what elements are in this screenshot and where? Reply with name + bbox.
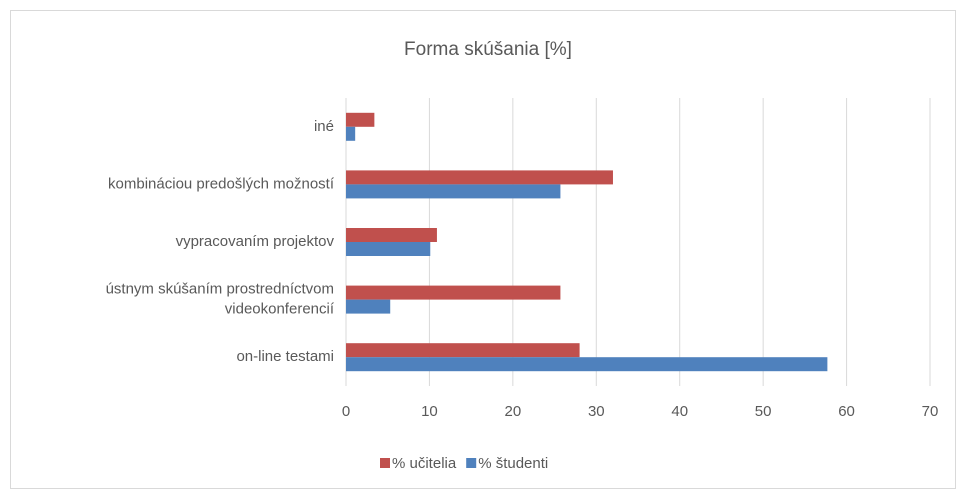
- legend-swatch: [466, 458, 477, 468]
- chart-title: Forma skúšania [%]: [404, 39, 572, 60]
- label-line: ústnym skúšaním prostredníctvom: [106, 281, 334, 298]
- x-tick-label: 20: [505, 403, 522, 420]
- bar: [346, 112, 375, 127]
- bar: [346, 170, 613, 185]
- bar: [346, 343, 580, 358]
- x-tick-label: 40: [671, 403, 688, 420]
- y-tick-label: ústnym skúšaním prostredníctvom videokonf…: [106, 281, 335, 318]
- legend-label: % študenti: [478, 455, 548, 472]
- y-tick-label: vypracovaním projektov: [176, 233, 335, 250]
- y-tick-label: on-line testami: [236, 348, 334, 365]
- label-line: videokonferencií: [225, 301, 335, 318]
- bar: [346, 126, 356, 141]
- y-tick-label: kombináciou predošlých možností: [108, 175, 335, 192]
- bar: [346, 357, 828, 372]
- y-tick-label: iné: [314, 118, 334, 135]
- bar: [346, 184, 561, 199]
- bar: [346, 285, 561, 300]
- legend-label: % učitelia: [392, 455, 457, 472]
- chart-border: [10, 10, 956, 489]
- x-tick-label: 0: [342, 403, 350, 420]
- bar: [346, 242, 431, 256]
- bar: [346, 228, 437, 242]
- x-tick-label: 50: [755, 403, 772, 420]
- x-tick-label: 30: [588, 403, 605, 420]
- bar: [346, 299, 391, 314]
- x-tick-label: 70: [922, 403, 939, 420]
- x-tick-label: 10: [421, 403, 438, 420]
- x-tick-label: 60: [838, 403, 855, 420]
- legend-swatch: [380, 458, 390, 468]
